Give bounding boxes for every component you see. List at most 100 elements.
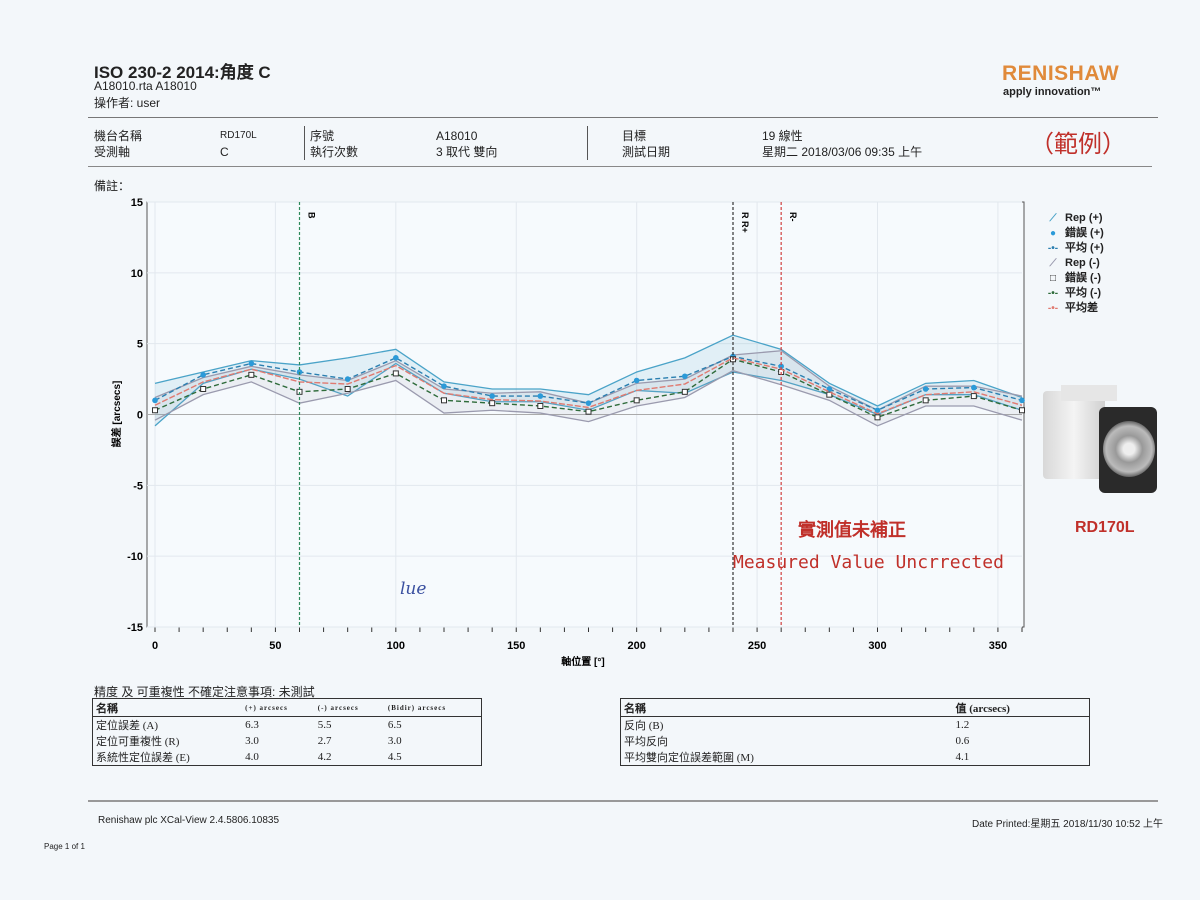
data-point [441,397,447,404]
data-point [248,360,255,367]
machine-name-label: RD170L [1075,519,1135,536]
legend-error-minus: □ 錯誤 (-) [1049,272,1102,284]
info-values-1: RD170L C [220,130,257,159]
data-point [922,386,929,392]
table-header: 名稱值 (arcsecs) [620,698,1090,717]
data-point [922,397,929,404]
info-labels-1: 機台名稱 受測軸 [94,129,143,159]
chart-legend: ⟋ Rep (+) ● 錯誤 (+) -•- 平均 (+) ⟋ Rep (-) □ 錯誤 … [1045,211,1104,316]
data-point [489,400,496,407]
renishaw-logo: RENISHAW [1002,62,1120,85]
data-point [1019,407,1025,414]
info-labels-3: 目標 測試日期 [622,129,671,159]
data-point [826,391,833,398]
info-values-2: A18010 3 取代 雙向 [436,129,498,159]
table-header: 名稱 (+) arcsecs (-) arcsecs (Bidir) arcsecs [92,698,482,717]
sample-stamp: （範例） [1030,130,1126,158]
data-point [152,397,158,404]
y-axis-label: 誤差 [arcsecs] [110,381,123,448]
data-point [633,397,640,404]
data-point [393,355,399,361]
data-point [200,386,207,392]
legend-mean-diff: -•- 平均差 [1047,302,1098,314]
data-point [537,393,544,399]
date-printed: Date Printed:星期五 2018/11/30 10:52 上午 [972,819,1164,830]
y-tick-label: -5 [133,480,143,492]
y-tick-label: -15 [127,622,143,634]
report-title: ISO 230-2 2014:角度 C [94,63,271,82]
data-point [682,373,688,380]
data-point [633,377,640,384]
y-tick-label: -10 [127,551,143,563]
data-point [1019,397,1025,404]
x-tick-label: 100 [387,640,405,652]
y-tick-label: 5 [137,339,143,351]
remarks-label: 備註： [94,179,131,193]
data-point [681,388,688,395]
legend-rep-plus: ⟋ Rep (+) [1049,212,1103,224]
series-line [154,357,1023,415]
operator: 操作者: user [94,96,161,110]
data-point [874,407,881,414]
y-tick-label: 15 [131,197,143,209]
x-tick-label: 150 [507,640,525,652]
data-point [874,414,881,421]
table-row: 反向 (B) 1.2 [624,719,970,732]
rep-band [155,350,1022,426]
backlash-table: 名稱值 (arcsecs) 反向 (B) 1.2 平均反向 0.6 平均雙向定位誤差… [620,698,1090,766]
table-row: 定位可重複性 (R) 3.0 2.7 3.0 [96,735,402,748]
rotary-table-image [1043,385,1157,495]
data-point [971,384,977,391]
results-heading: 精度 及 可重複性 不確定注意事項: 未測試 [94,685,315,699]
x-tick-label: 300 [868,640,886,652]
logo-tagline: apply innovation™ [1003,86,1102,98]
legend-rep-minus: ⟋ Rep (-) [1049,257,1100,269]
info-values-3: 19 線性 星期二 2018/03/06 09:35 上午 [762,129,923,159]
divider [88,800,1158,802]
table-row: 系統性定位誤差 (E) 4.0 4.2 4.5 [96,751,402,764]
data-point [441,383,447,389]
y-tick-label: 0 [137,410,143,422]
legend-error-plus: ● 錯誤 (+) [1049,227,1104,239]
legend-mean-plus: -•- 平均 (+) [1047,242,1104,254]
divider [88,166,1152,167]
data-point [537,403,544,409]
data-point [248,371,255,378]
handwritten-note: lue [400,579,427,599]
table-row: 定位誤差 (A) 6.3 5.5 6.5 [96,719,402,732]
x-axis-label: 軸位置 [°] [561,655,604,668]
y-tick-label: 10 [131,268,143,280]
x-tick-label: 0 [152,640,158,652]
data-point [585,408,592,415]
software-version: Renishaw plc XCal-View 2.4.5806.10835 [98,815,280,826]
divider [587,126,588,160]
marker-label: B [307,212,317,219]
table-row: 平均雙向定位誤差範圍 (M) 4.1 [624,751,970,764]
x-tick-label: 200 [627,640,645,652]
info-labels-2: 序號 執行次數 [310,129,359,159]
file-name: A18010.rta A18010 [94,79,197,93]
x-tick-label: 350 [989,640,1007,652]
data-point [344,386,351,392]
marker-label: R- [788,212,798,222]
divider [88,117,1158,118]
data-point [344,376,351,382]
accuracy-table: 名稱 (+) arcsecs (-) arcsecs (Bidir) arcsecs … [92,698,482,766]
x-tick-label: 50 [269,640,281,652]
legend-mean-minus: -•- 平均 (-) [1047,287,1102,299]
rep-band [155,335,1022,426]
data-point [200,372,206,378]
data-point [392,370,399,377]
marker-label: R R+ [740,212,750,233]
data-point [489,393,495,399]
data-point [585,400,592,406]
data-point [152,407,158,414]
page-number: Page 1 of 1 [44,842,85,851]
data-point [778,363,784,370]
data-point [826,386,833,392]
annotation-en: Measured Value Uncrrected [733,552,1004,573]
data-point [970,393,977,400]
divider [304,126,305,160]
x-tick-label: 250 [748,640,766,652]
